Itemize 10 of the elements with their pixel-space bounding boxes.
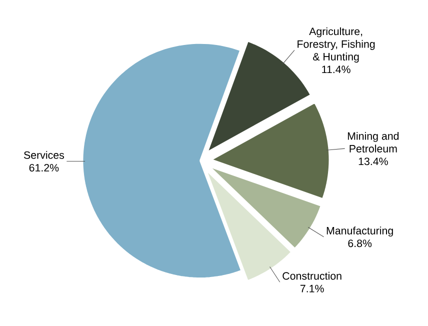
slice-label: Mining and Petroleum (348, 132, 399, 152)
slice-label: Manufacturing (326, 226, 393, 237)
data-label: 6.8% (348, 240, 372, 248)
data-label: 13.4% (358, 158, 388, 166)
data-label: 7.1% (300, 284, 324, 292)
slice-label: Agriculture, Forestry, Fishing & Hunting (298, 27, 375, 63)
data-label: 61.2% (29, 164, 59, 172)
data-label: 11.4% (322, 66, 350, 74)
slice-label: Services (24, 151, 64, 159)
slice-label: Construction (282, 272, 342, 280)
